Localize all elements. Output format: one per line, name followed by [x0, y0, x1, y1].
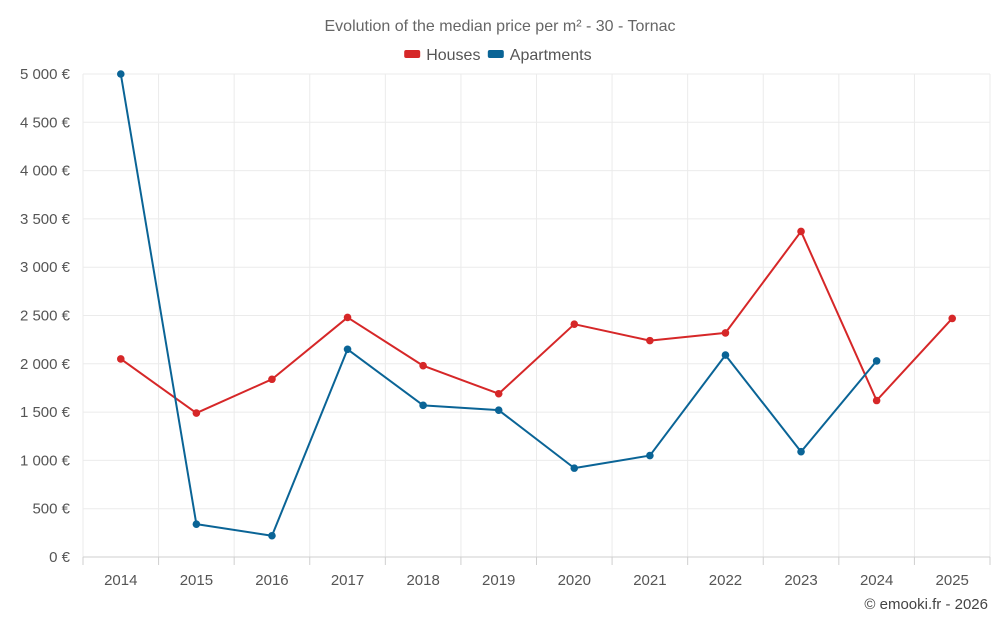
- legend-label-houses[interactable]: Houses: [426, 47, 480, 64]
- grid: [82, 73, 991, 557]
- data-point-houses[interactable]: [494, 389, 503, 398]
- data-point-apartments[interactable]: [419, 401, 427, 410]
- series-line-houses: [120, 230, 953, 415]
- data-point-apartments[interactable]: [872, 357, 881, 365]
- data-point-apartments[interactable]: [797, 447, 805, 456]
- data-point-apartments[interactable]: [268, 531, 276, 540]
- x-tick-label: 2017: [331, 572, 364, 589]
- legend: Houses Apartments: [404, 47, 592, 64]
- credit-text: © emooki.fr - 2026: [864, 596, 988, 613]
- data-point-houses[interactable]: [646, 336, 654, 345]
- y-tick-label: 500 €: [32, 501, 70, 518]
- x-tick-label: 2015: [180, 572, 213, 589]
- y-tick-label: 1 000 €: [20, 452, 71, 469]
- data-point-houses[interactable]: [721, 329, 730, 337]
- legend-swatch-apartments: [487, 50, 504, 58]
- y-tick-label: 2 500 €: [20, 308, 71, 325]
- data-point-apartments[interactable]: [192, 520, 201, 528]
- x-tick-label: 2021: [633, 572, 666, 589]
- x-tick-label: 2025: [936, 572, 969, 589]
- x-tick-label: 2014: [104, 572, 137, 589]
- y-tick-label: 0 €: [49, 549, 71, 566]
- data-point-houses[interactable]: [570, 320, 579, 328]
- x-tick-label: 2020: [558, 572, 591, 589]
- y-tick-label: 5 000 €: [20, 66, 71, 83]
- y-tick-label: 3 500 €: [20, 211, 71, 228]
- y-tick-label: 2 000 €: [20, 356, 71, 373]
- data-point-houses[interactable]: [192, 409, 201, 417]
- x-axis: 2014 2015 2016 2017 2018 2019 2020 2021 2022 2023…: [82, 556, 991, 589]
- data-point-houses[interactable]: [797, 227, 805, 236]
- data-point-houses[interactable]: [872, 396, 881, 405]
- data-point-apartments[interactable]: [494, 406, 503, 414]
- data-point-houses[interactable]: [419, 361, 427, 370]
- data-point-apartments[interactable]: [343, 345, 352, 354]
- x-tick-label: 2019: [482, 572, 515, 589]
- x-tick-label: 2024: [860, 572, 893, 589]
- data-point-apartments[interactable]: [721, 351, 730, 359]
- data-point-apartments[interactable]: [570, 464, 579, 472]
- data-point-houses[interactable]: [948, 314, 957, 323]
- y-tick-label: 4 000 €: [20, 163, 71, 180]
- y-tick-label: 1 500 €: [20, 404, 71, 421]
- legend-label-apartments[interactable]: Apartments: [510, 47, 592, 64]
- y-tick-label: 4 500 €: [20, 114, 71, 131]
- data-point-houses[interactable]: [116, 355, 125, 363]
- y-axis: 0 € 500 € 1 000 € 1 500 € 2 000 € 2 500 € 3 00…: [20, 66, 71, 566]
- data-point-apartments[interactable]: [116, 70, 125, 78]
- series-group: [116, 70, 957, 540]
- x-tick-label: 2023: [784, 572, 817, 589]
- data-point-houses[interactable]: [343, 313, 352, 322]
- y-tick-label: 3 000 €: [20, 259, 71, 276]
- data-point-houses[interactable]: [268, 375, 276, 384]
- x-tick-label: 2016: [255, 572, 288, 589]
- data-point-apartments[interactable]: [646, 451, 654, 460]
- x-tick-label: 2022: [709, 572, 742, 589]
- legend-swatch-houses: [404, 50, 421, 58]
- x-tick-label: 2018: [406, 572, 439, 589]
- chart-title: Evolution of the median price per m² - 3…: [325, 18, 676, 35]
